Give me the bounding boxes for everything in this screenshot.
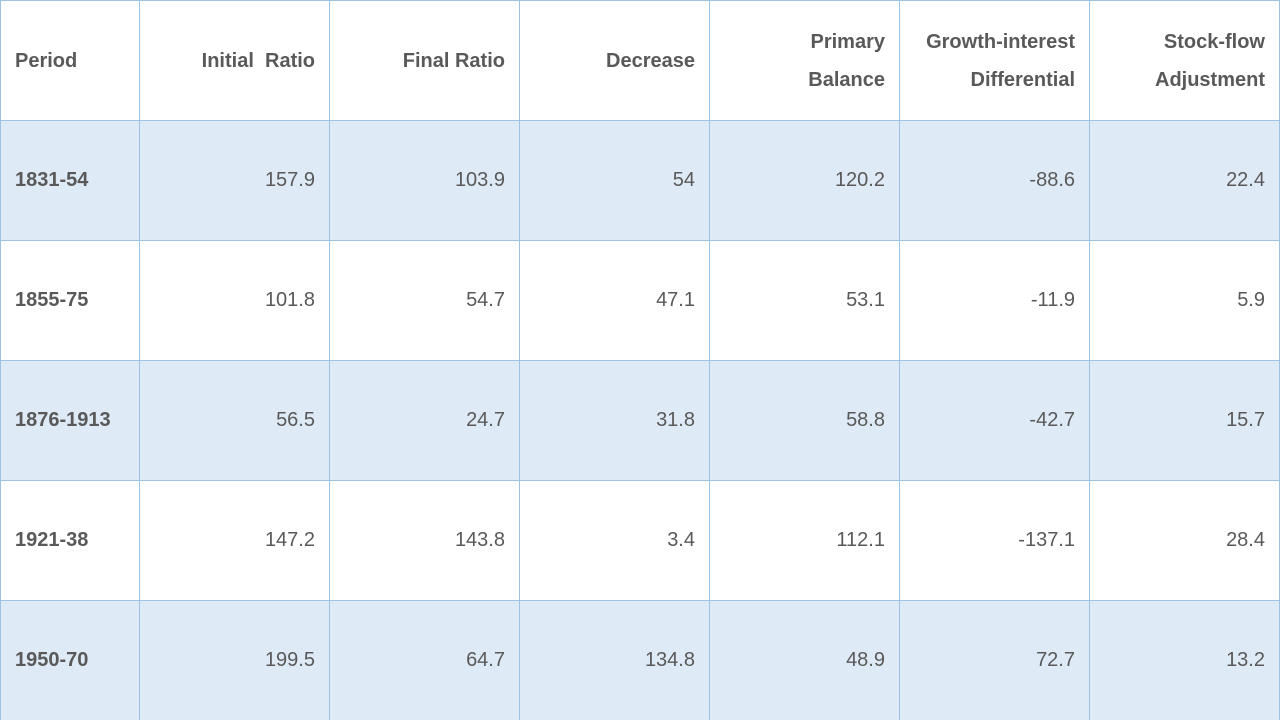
cell-decrease: 47.1: [519, 240, 710, 361]
header-final-ratio: Final Ratio: [329, 0, 520, 121]
cell-growth-interest-differential: -42.7: [899, 360, 1090, 481]
header-period: Period: [0, 0, 140, 121]
cell-growth-interest-differential: -11.9: [899, 240, 1090, 361]
cell-primary-balance: 112.1: [709, 480, 900, 601]
header-primary-balance-line1: Primary: [810, 30, 886, 53]
table-row: 1831-54 157.9 103.9 54 120.2 -88.6 22.4: [0, 120, 1280, 241]
header-growth-interest-differential: Growth-interest Differential: [899, 0, 1090, 121]
cell-decrease: 3.4: [519, 480, 710, 601]
cell-initial-ratio: 157.9: [139, 120, 330, 241]
header-final-ratio-label: Final Ratio: [402, 49, 505, 72]
cell-initial-ratio: 147.2: [139, 480, 330, 601]
header-stock-flow-adjustment: Stock-flow Adjustment: [1089, 0, 1280, 121]
header-row: Period Initial Ratio Final Ratio Decreas…: [0, 0, 1280, 121]
cell-final-ratio: 143.8: [329, 480, 520, 601]
cell-initial-ratio: 101.8: [139, 240, 330, 361]
table-row: 1876-1913 56.5 24.7 31.8 58.8 -42.7 15.7: [0, 360, 1280, 481]
cell-growth-interest-differential: 72.7: [899, 600, 1090, 720]
header-decrease-label: Decrease: [606, 49, 695, 72]
cell-period: 1876-1913: [0, 360, 140, 481]
cell-period: 1855-75: [0, 240, 140, 361]
header-decrease: Decrease: [519, 0, 710, 121]
header-primary-balance: Primary Balance: [709, 0, 900, 121]
cell-initial-ratio: 199.5: [139, 600, 330, 720]
cell-primary-balance: 48.9: [709, 600, 900, 720]
cell-primary-balance: 58.8: [709, 360, 900, 481]
cell-final-ratio: 103.9: [329, 120, 520, 241]
cell-decrease: 31.8: [519, 360, 710, 481]
cell-final-ratio: 54.7: [329, 240, 520, 361]
cell-decrease: 54: [519, 120, 710, 241]
cell-stock-flow-adjustment: 5.9: [1089, 240, 1280, 361]
cell-primary-balance: 53.1: [709, 240, 900, 361]
cell-final-ratio: 64.7: [329, 600, 520, 720]
cell-growth-interest-differential: -88.6: [899, 120, 1090, 241]
header-initial-ratio: Initial Ratio: [139, 0, 330, 121]
header-stock-flow-line2: Adjustment: [1155, 68, 1265, 91]
cell-stock-flow-adjustment: 13.2: [1089, 600, 1280, 720]
table-row: 1855-75 101.8 54.7 47.1 53.1 -11.9 5.9: [0, 240, 1280, 361]
header-initial-ratio-label: Initial Ratio: [201, 49, 315, 72]
cell-primary-balance: 120.2: [709, 120, 900, 241]
cell-growth-interest-differential: -137.1: [899, 480, 1090, 601]
cell-period: 1950-70: [0, 600, 140, 720]
cell-final-ratio: 24.7: [329, 360, 520, 481]
cell-period: 1921-38: [0, 480, 140, 601]
header-stock-flow-line1: Stock-flow: [1163, 30, 1265, 53]
cell-stock-flow-adjustment: 15.7: [1089, 360, 1280, 481]
header-primary-balance-line2: Balance: [808, 68, 885, 91]
cell-initial-ratio: 56.5: [139, 360, 330, 481]
cell-decrease: 134.8: [519, 600, 710, 720]
table-row: 1950-70 199.5 64.7 134.8 48.9 72.7 13.2: [0, 600, 1280, 720]
table-row: 1921-38 147.2 143.8 3.4 112.1 -137.1 28.…: [0, 480, 1280, 601]
cell-stock-flow-adjustment: 22.4: [1089, 120, 1280, 241]
header-growth-interest-line1: Growth-interest: [926, 30, 1075, 53]
header-period-label: Period: [15, 49, 78, 72]
cell-stock-flow-adjustment: 28.4: [1089, 480, 1280, 601]
cell-period: 1831-54: [0, 120, 140, 241]
header-growth-interest-line2: Differential: [970, 68, 1075, 91]
